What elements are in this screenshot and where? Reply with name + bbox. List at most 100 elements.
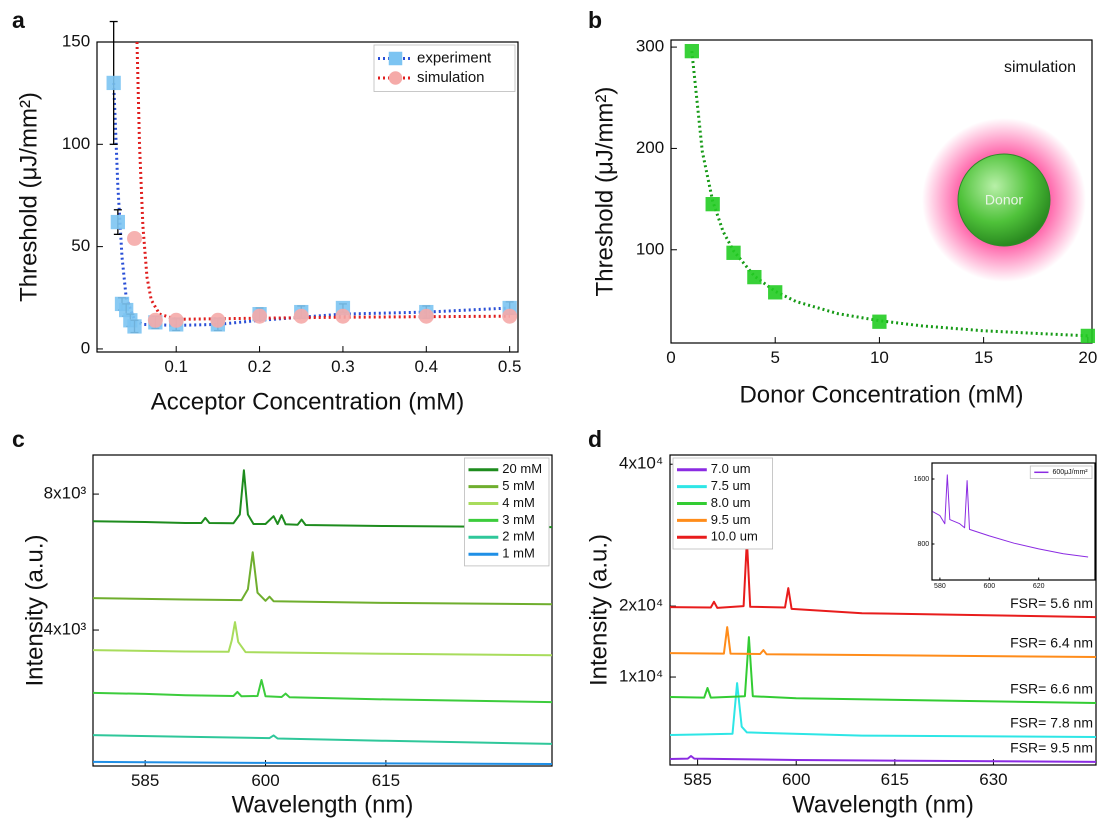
- x-tick-label: 15: [974, 348, 993, 367]
- x-tick-label: 0: [666, 348, 675, 367]
- x-tick-label: 5: [770, 348, 779, 367]
- legend-box: [1029, 465, 1093, 480]
- fsr-annotation: FSR= 6.4 nm: [1010, 635, 1093, 651]
- plot-area: [670, 539, 1096, 763]
- legend-label: experiment: [417, 49, 492, 66]
- fsr-annotation: FSR= 5.6 nm: [1010, 595, 1093, 611]
- legend-label: 2 mM: [502, 529, 535, 544]
- data-point: [768, 285, 783, 300]
- y-tick-label: 0: [81, 338, 90, 357]
- plot-frame: [96, 41, 519, 353]
- data-point: [127, 319, 142, 334]
- spectrum-line: [670, 626, 1096, 658]
- legend-label: 7.0 um: [711, 461, 751, 476]
- data-point: [110, 214, 125, 230]
- legend-label: 10.0 um: [711, 529, 758, 544]
- legend-label: 7.5 um: [711, 478, 751, 493]
- x-tick-label: 0.4: [414, 357, 438, 376]
- x-axis-label: Acceptor Concentration (mM): [151, 388, 464, 415]
- x-tick-label: 620: [1033, 583, 1045, 590]
- y-tick-label: 150: [62, 31, 90, 50]
- legend-label: 9.5 um: [711, 512, 751, 527]
- y-tick-label: 1600: [914, 476, 930, 483]
- y-tick-label: 4x10⁴: [619, 454, 663, 473]
- spectrum-line: [670, 539, 1096, 619]
- x-tick-label: 600: [251, 771, 279, 790]
- x-axis-label: Wavelength (nm): [232, 791, 414, 818]
- panel-label: b: [588, 7, 602, 33]
- spectrum-line: [93, 621, 552, 657]
- data-point: [252, 308, 268, 324]
- y-axis-label: Threshold (μJ/mm²): [591, 87, 618, 297]
- legend-box: [464, 457, 550, 567]
- y-tick-label: 300: [636, 37, 664, 56]
- donor-sphere: [957, 153, 1051, 247]
- data-point: [502, 308, 518, 324]
- data-point: [872, 314, 887, 329]
- data-point: [293, 308, 309, 324]
- x-tick-label: 615: [372, 771, 400, 790]
- spectrum-line: [670, 636, 1096, 704]
- plot-frame: [670, 39, 1093, 344]
- y-tick-label: 50: [71, 236, 90, 255]
- x-axis-label: Wavelength (nm): [792, 791, 974, 818]
- x-tick-label: 0.5: [498, 357, 522, 376]
- data-point: [147, 312, 163, 328]
- spectrum-line: [932, 474, 1089, 558]
- y-tick-label: 100: [62, 134, 90, 153]
- fsr-annotation: FSR= 9.5 nm: [1010, 740, 1093, 756]
- data-point: [168, 312, 184, 328]
- y-tick-label: 8x10³: [44, 484, 87, 503]
- x-tick-label: 580: [934, 583, 946, 590]
- x-tick-label: 585: [683, 770, 711, 789]
- plot-frame: [669, 454, 1097, 766]
- panel-label: d: [588, 426, 602, 452]
- y-tick-label: 4x10³: [44, 620, 87, 639]
- spectrum-line: [93, 760, 552, 765]
- panel-label: c: [12, 426, 25, 452]
- legend-label: 4 mM: [502, 495, 535, 510]
- x-tick-label: 0.1: [164, 357, 188, 376]
- legend-label: 3 mM: [502, 512, 535, 527]
- y-axis-label: Intensity (a.u.): [21, 534, 48, 686]
- y-tick-label: 100: [636, 239, 664, 258]
- fsr-annotation: FSR= 6.6 nm: [1010, 681, 1093, 697]
- data-point: [1080, 328, 1095, 344]
- y-tick-label: 800: [918, 541, 930, 548]
- panel-label: a: [12, 7, 25, 33]
- x-tick-label: 10: [870, 348, 889, 367]
- x-tick-label: 0.3: [331, 357, 355, 376]
- legend-label: 1 mM: [502, 546, 535, 561]
- x-tick-label: 600: [983, 583, 995, 590]
- y-tick-label: 200: [636, 138, 664, 157]
- legend-label: 5 mM: [502, 478, 535, 493]
- spectrum-line: [93, 551, 552, 606]
- donor-illustration: Donor: [922, 118, 1086, 282]
- y-tick-label: 1x10⁴: [619, 667, 663, 686]
- legend-label: 600μJ/mm²: [1052, 469, 1088, 476]
- y-axis-label: Intensity (a.u.): [585, 534, 612, 686]
- legend-label: simulation: [417, 69, 485, 86]
- plot-frame: [931, 462, 1096, 581]
- data-point: [106, 75, 121, 91]
- x-tick-label: 585: [131, 771, 159, 790]
- legend-marker: [388, 51, 403, 66]
- spectrum-line: [670, 682, 1096, 738]
- annotation: simulation: [1004, 59, 1076, 76]
- data-point: [127, 230, 143, 246]
- x-tick-label: 630: [979, 770, 1007, 789]
- x-tick-label: 0.2: [248, 357, 272, 376]
- data-point: [684, 44, 699, 59]
- fsr-annotation: FSR= 7.8 nm: [1010, 715, 1093, 731]
- fit-line: [112, 82, 510, 327]
- plot-area: [932, 474, 1089, 558]
- spectrum-line: [93, 679, 552, 704]
- data-point: [705, 197, 720, 212]
- plot-frame: [92, 454, 553, 767]
- spectrum-line: [670, 755, 1096, 763]
- spectrum-line: [93, 734, 552, 745]
- fit-line: [135, 42, 510, 321]
- data-point: [726, 245, 741, 260]
- legend-marker: [388, 71, 403, 85]
